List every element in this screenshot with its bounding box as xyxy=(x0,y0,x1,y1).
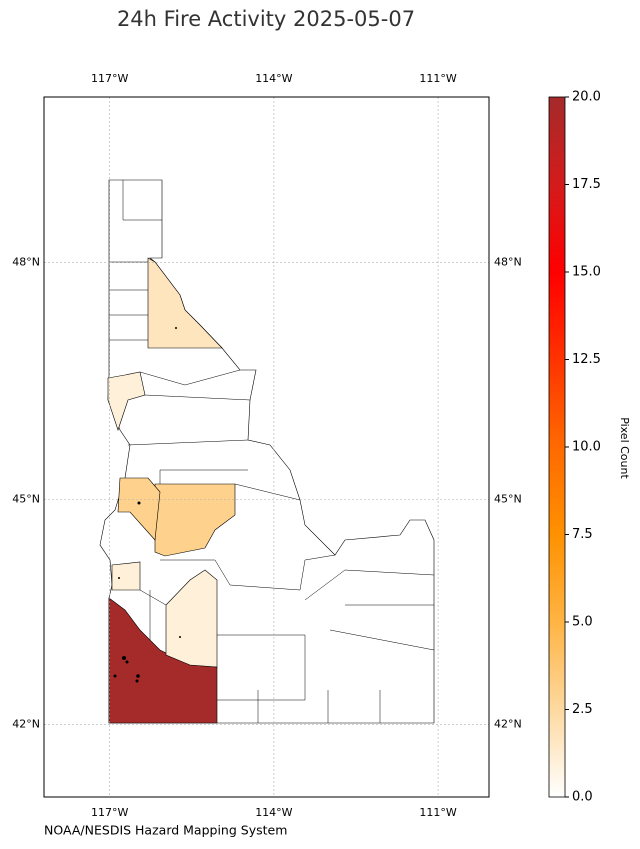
y-tick-label: 42°N xyxy=(494,717,522,730)
x-tick-label: 111°W xyxy=(419,72,456,85)
colorbar-tick-label: 2.5 xyxy=(572,702,593,717)
x-tick-label: 114°W xyxy=(255,72,292,85)
y-tick-label: 48°N xyxy=(494,256,522,269)
colorbar-tick-label: 15.0 xyxy=(572,265,601,280)
x-tick-label: 111°W xyxy=(419,806,456,819)
x-tick-label: 117°W xyxy=(91,72,128,85)
county xyxy=(111,561,141,591)
y-tick-label: 45°N xyxy=(12,493,40,506)
colorbar-tick-label: 0.0 xyxy=(572,790,593,805)
map-layer xyxy=(44,97,489,797)
map-title: 24h Fire Activity 2025-05-07 xyxy=(117,7,415,31)
y-tick-label: 48°N xyxy=(12,256,40,269)
colorbar-tick-label: 17.5 xyxy=(572,177,601,192)
colorbar-tick-label: 10.0 xyxy=(572,440,601,455)
x-tick-label: 117°W xyxy=(91,806,128,819)
fire-detections xyxy=(113,327,181,683)
x-tick-label: 114°W xyxy=(255,806,292,819)
colorbar-label: Pixel Count xyxy=(618,417,631,479)
colorbar-tick-label: 12.5 xyxy=(572,352,601,367)
county xyxy=(117,477,161,541)
county xyxy=(154,483,236,557)
credit: NOAA/NESDIS Hazard Mapping System xyxy=(44,823,287,838)
y-tick-label: 45°N xyxy=(494,493,522,506)
colorbar-tick-label: 20.0 xyxy=(572,90,601,105)
colorbar-tick-label: 7.5 xyxy=(572,527,593,542)
map-frame xyxy=(43,96,490,798)
y-tick-label: 42°N xyxy=(12,717,40,730)
colorbar-tick-label: 5.0 xyxy=(572,615,593,630)
county xyxy=(165,569,218,668)
county xyxy=(147,257,223,349)
colorbar xyxy=(548,96,566,798)
county-lines xyxy=(109,180,435,723)
